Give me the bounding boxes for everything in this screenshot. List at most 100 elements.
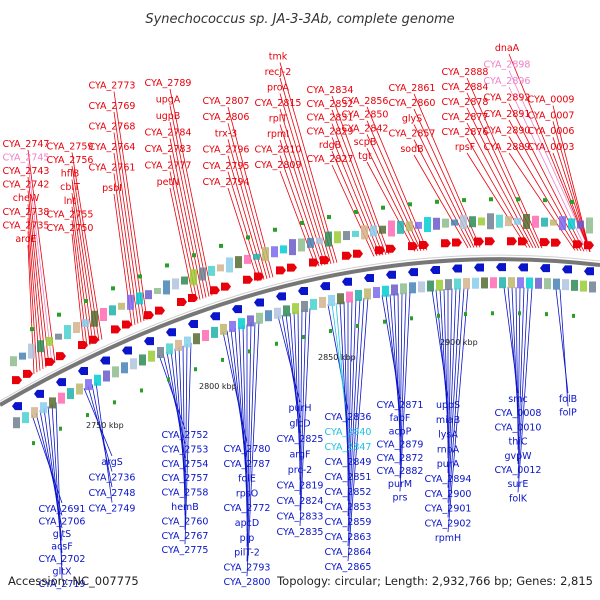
gene-label[interactable]: CYA_2767 xyxy=(162,531,209,542)
gene-label[interactable]: CYA_2702 xyxy=(39,554,86,565)
gene-label[interactable]: CYA_2865 xyxy=(325,562,372,573)
gene-label[interactable]: petN xyxy=(157,177,180,188)
gene-label[interactable]: CYA_2800 xyxy=(224,577,271,588)
gene-label[interactable]: CYA_2743 xyxy=(3,166,50,177)
gene-label[interactable]: CYA_2810 xyxy=(255,145,302,156)
gene-label[interactable]: CYA_2761 xyxy=(89,163,136,174)
gene-label[interactable]: CYA_2772 xyxy=(224,503,271,514)
gene-label[interactable]: prs xyxy=(393,492,408,503)
gene-label[interactable]: CYA_2780 xyxy=(224,444,271,455)
gene-label[interactable]: recJ-2 xyxy=(265,67,292,78)
gene-label[interactable]: folB xyxy=(559,394,577,405)
gene-label[interactable]: prc-2 xyxy=(288,465,312,476)
gene-label[interactable]: CYA_2794 xyxy=(203,177,250,188)
gene-label[interactable]: CYA_2898 xyxy=(484,60,531,71)
gene-label[interactable]: CYA_2853 xyxy=(325,502,372,513)
gene-label[interactable]: CYA_2901 xyxy=(425,504,472,515)
gene-label[interactable]: CYA_2775 xyxy=(162,545,209,556)
gene-label[interactable]: hflB xyxy=(61,169,80,180)
gene-label[interactable]: CYA_2719 xyxy=(39,579,86,590)
gene-label[interactable]: folP xyxy=(559,407,577,418)
gene-label[interactable]: CYA_2860 xyxy=(389,98,436,109)
gene-label[interactable]: CYA_2850 xyxy=(342,110,389,121)
gene-label[interactable]: CYA_2757 xyxy=(162,473,209,484)
gene-label[interactable]: CYA_2884 xyxy=(442,82,489,93)
gene-label[interactable]: CYA_2859 xyxy=(325,517,372,528)
gene-label[interactable]: dnaA xyxy=(495,43,520,54)
gene-label[interactable]: CYA_0006 xyxy=(528,126,575,137)
gene-label[interactable]: purA xyxy=(437,459,460,470)
gene-label[interactable]: miaB xyxy=(436,415,460,426)
gene-label[interactable]: CYA_2879 xyxy=(377,440,424,451)
gene-label[interactable]: CYA_2760 xyxy=(162,516,209,527)
gene-label[interactable]: glyS xyxy=(402,113,422,124)
gene-label[interactable]: CYA_2882 xyxy=(377,466,424,477)
gene-label[interactable]: CYA_2861 xyxy=(389,83,436,94)
gene-label[interactable]: CYA_2825 xyxy=(277,434,324,445)
gene-label[interactable]: CYA_2749 xyxy=(89,504,136,515)
gene-label[interactable]: CYA_2872 xyxy=(377,453,424,464)
gene-label[interactable]: hemB xyxy=(171,502,199,513)
gene-label[interactable]: CYA_2769 xyxy=(89,101,136,112)
gene-label[interactable]: CYA_2764 xyxy=(89,142,136,153)
gene-label[interactable]: rpmI xyxy=(267,129,289,140)
gene-label[interactable]: acpP xyxy=(389,426,412,437)
gene-label[interactable]: gltX xyxy=(53,567,72,578)
gene-label[interactable]: acsF xyxy=(51,542,72,553)
gene-label[interactable]: CYA_2829 xyxy=(307,126,354,137)
gene-label[interactable]: CYA_2789 xyxy=(145,78,192,89)
gene-label[interactable]: CYA_0009 xyxy=(528,95,575,106)
gene-label[interactable]: CYA_0007 xyxy=(528,110,575,121)
gene-label[interactable]: CYA_2815 xyxy=(255,98,302,109)
gene-label[interactable]: CYA_2896 xyxy=(484,76,531,87)
gene-label[interactable]: rpsO xyxy=(236,488,258,499)
gene-label[interactable]: CYA_2902 xyxy=(425,518,472,529)
gene-label[interactable]: rplT xyxy=(269,114,288,125)
gene-label[interactable]: scpB xyxy=(354,137,377,148)
gene-label[interactable]: CYA_2864 xyxy=(325,547,372,558)
gene-label[interactable]: CYA_2835 xyxy=(277,527,324,538)
gene-label[interactable]: rpmH xyxy=(435,533,461,544)
gene-label[interactable]: cbiT xyxy=(60,182,80,193)
gene-label[interactable]: CYA_2807 xyxy=(203,96,250,107)
gene-label[interactable]: cheW xyxy=(13,193,40,204)
gene-label[interactable]: CYA_0010 xyxy=(495,422,542,433)
gene-label[interactable]: CYA_2756 xyxy=(47,155,94,166)
gene-label[interactable]: CYA_2834 xyxy=(307,85,354,96)
gene-label[interactable]: CYA_2795 xyxy=(203,161,250,172)
gene-label[interactable]: CYA_2748 xyxy=(89,488,136,499)
gene-label[interactable]: CYA_2863 xyxy=(325,532,372,543)
gene-label[interactable]: gvpW xyxy=(504,451,532,462)
gene-label[interactable]: CYA_2889 xyxy=(484,142,531,153)
gene-label[interactable]: CYA_2783 xyxy=(145,144,192,155)
gene-label[interactable]: ugpB xyxy=(156,111,181,122)
gene-label[interactable]: CYA_0008 xyxy=(495,408,542,419)
gene-label[interactable]: rpsF xyxy=(455,142,475,153)
gene-label[interactable]: CYA_2735 xyxy=(3,220,50,231)
gene-label[interactable]: CYA_2768 xyxy=(89,122,136,133)
gene-label[interactable]: CYA_2836 xyxy=(325,412,372,423)
gene-label[interactable]: CYA_2736 xyxy=(89,473,136,484)
gene-label[interactable]: gltS xyxy=(53,529,71,540)
gene-label[interactable]: lysA xyxy=(438,430,458,441)
gene-label[interactable]: purH xyxy=(288,403,311,414)
gene-label[interactable]: CYA_2847 xyxy=(325,442,372,453)
gene-label[interactable]: pilT-2 xyxy=(234,548,260,559)
gene-label[interactable]: CYA_2745 xyxy=(3,152,50,163)
gene-label[interactable]: CYA_2691 xyxy=(39,504,86,515)
gene-label[interactable]: CYA_2842 xyxy=(342,123,389,134)
gene-label[interactable]: CYA_2888 xyxy=(442,67,489,78)
gene-label[interactable]: CYA_2833 xyxy=(277,512,324,523)
gene-label[interactable]: CYA_2824 xyxy=(277,496,324,507)
gene-label[interactable]: CYA_2840 xyxy=(325,427,372,438)
gene-label[interactable]: CYA_2806 xyxy=(203,112,250,123)
gene-label[interactable]: folK xyxy=(509,493,528,504)
gene-label[interactable]: CYA_2787 xyxy=(224,459,271,470)
gene-label[interactable]: pip xyxy=(240,533,255,544)
gene-label[interactable]: CYA_2852 xyxy=(325,487,372,498)
gene-label[interactable]: rdgB xyxy=(319,140,341,151)
gene-label[interactable]: aroE xyxy=(15,234,36,245)
gene-label[interactable]: CYA_2827 xyxy=(307,154,354,165)
gene-label[interactable]: CYA_0003 xyxy=(528,142,575,153)
gene-label[interactable]: trx-3 xyxy=(215,128,237,139)
